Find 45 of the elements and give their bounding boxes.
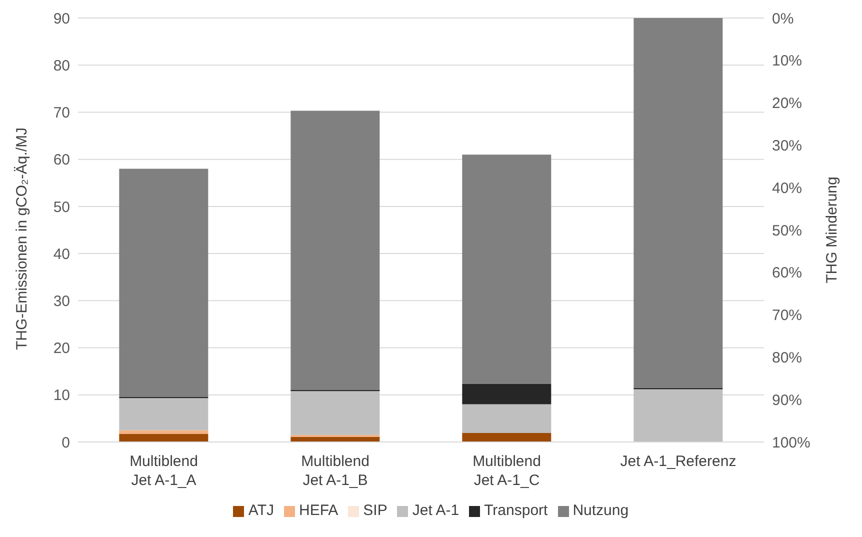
y2-tick-label: 90% (772, 392, 802, 409)
y2-tick-label: 70% (772, 307, 802, 324)
y2-tick-label: 100% (772, 434, 810, 452)
bar (462, 433, 552, 442)
bar (290, 391, 380, 435)
y2-tick-label: 30% (772, 138, 802, 155)
y-tick-label: 40 (53, 246, 70, 263)
y2-tick-label: 60% (772, 264, 802, 282)
x-tick-label: Multiblend Jet A-1_B (301, 453, 370, 489)
legend-label: Nutzung (572, 502, 629, 519)
legend-label: SIP (363, 502, 388, 519)
y-tick-label: 60 (53, 152, 70, 169)
y-tick-label: 80 (53, 57, 70, 74)
y-tick-label: 20 (53, 340, 70, 358)
bar (462, 404, 552, 434)
bar (290, 110, 380, 390)
y2-tick-label: 10% (772, 52, 802, 70)
bar (462, 384, 552, 404)
y2-tick-label: 50% (772, 222, 802, 240)
legend-label: Jet A-1 (412, 502, 460, 519)
bar (462, 154, 552, 384)
bar (119, 434, 208, 442)
bar (119, 398, 208, 430)
y2-tick-label: 80% (772, 350, 802, 367)
y-tick-label: 30 (53, 292, 70, 310)
y-tick-label: 10 (53, 387, 70, 404)
x-tick-label: Multiblend Jet A-1_A (130, 453, 198, 489)
y-tick-label: 50 (53, 198, 70, 216)
y2-axis-title: THG Minderung (823, 176, 840, 284)
y-tick-label: 90 (53, 10, 70, 28)
x-tick-label: Jet A-1_Referenz (620, 453, 736, 470)
y-tick-label: 0 (62, 434, 70, 452)
bar (634, 18, 723, 388)
legend-label: Transport (484, 502, 548, 519)
bar (119, 168, 208, 397)
y2-tick-label: 20% (772, 95, 802, 112)
y2-tick-label: 0% (772, 10, 794, 28)
bar (119, 430, 208, 434)
y-axis-title: THG-Emissionen in gCO₂-Äq./MJ (13, 127, 30, 350)
bar (634, 389, 723, 442)
legend-label: HEFA (298, 502, 338, 519)
x-tick-label: Multiblend Jet A-1_C (472, 453, 541, 489)
y-tick-label: 70 (53, 104, 70, 122)
legend-label: ATJ (248, 502, 274, 519)
y2-tick-label: 40% (772, 180, 802, 197)
